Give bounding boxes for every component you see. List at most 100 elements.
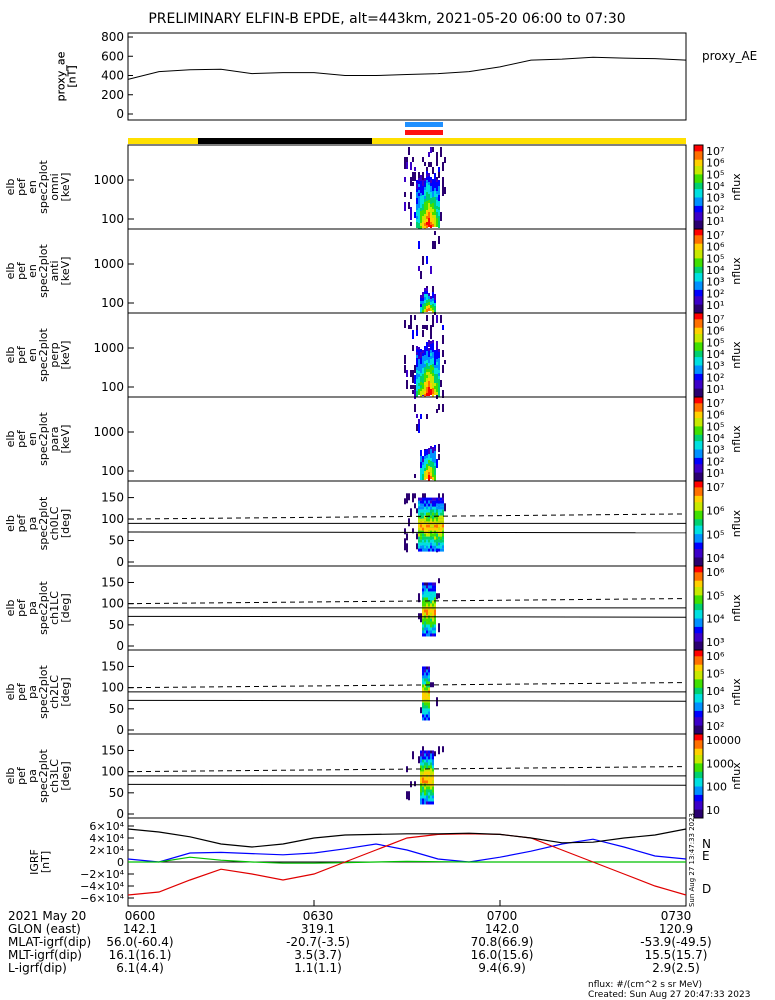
spectrogram-cell [436, 152, 438, 158]
spectrogram-cell [432, 388, 434, 391]
spectrogram-cell [422, 542, 424, 546]
colorbar-cell [694, 801, 703, 804]
spectrogram-cell [438, 219, 440, 222]
spectrogram-cell [432, 762, 434, 766]
colorbar-cell [694, 506, 703, 510]
y-tick-label: 100 [101, 212, 124, 226]
spectrogram-cell [432, 456, 434, 459]
spectrogram-cell [434, 356, 436, 359]
y-axis-label: spec2plot [37, 244, 50, 298]
spectrogram-cell [430, 765, 432, 769]
y-tick-label: 50 [109, 618, 124, 632]
spectrogram-cell [438, 222, 440, 225]
spectrogram-cell [410, 177, 412, 186]
spectrogram-cell [436, 362, 438, 365]
spectrogram-cell [410, 222, 412, 226]
spectrogram-cell [422, 666, 424, 670]
series-legend: D [702, 882, 711, 896]
colorbar-cell [694, 624, 703, 628]
spectrogram-cell [438, 509, 440, 513]
y-tick-label: 150 [101, 575, 124, 589]
spectrogram-cell [420, 175, 422, 178]
spectrogram-cell [436, 179, 438, 182]
colorbar-cell [694, 616, 703, 619]
spectrogram-cell [438, 545, 440, 549]
spectrogram-cell [424, 211, 426, 214]
spectrogram-cell [442, 512, 444, 516]
spectrogram-cell [442, 527, 444, 531]
spectrogram-cell [432, 588, 434, 592]
spectrogram-cell [436, 188, 438, 191]
spectrogram-cell [432, 542, 434, 546]
spectrogram-cell [418, 593, 420, 603]
colorbar-cell [694, 549, 703, 552]
colorbar-cell [694, 468, 703, 471]
spectrogram-cell [422, 471, 424, 474]
spectrogram-cell [408, 493, 410, 501]
colorbar-cell [694, 172, 703, 175]
colorbar-cell [694, 811, 703, 815]
spectrogram-cell [422, 362, 424, 365]
spectrogram-cell [436, 209, 438, 212]
spectrogram-cell [426, 509, 428, 513]
colorbar-cell [694, 279, 703, 282]
status-bars [128, 122, 686, 144]
colorbar-cell [694, 591, 703, 594]
spectrogram-cell [416, 192, 418, 195]
colorbar-cell [694, 574, 703, 577]
y-axis-label: spec2plot [37, 749, 50, 803]
colorbar-tick-label: 10⁵ [706, 168, 724, 181]
y-axis-label: [deg] [59, 761, 72, 790]
y-tick-label: 100 [101, 380, 124, 394]
spectrogram-cell [438, 207, 440, 210]
spectrogram-cell [420, 304, 422, 307]
spectrogram-cell [424, 548, 426, 552]
spectrogram-cell [420, 453, 422, 456]
colorbar-cell [694, 757, 703, 760]
spectrogram-cell [426, 627, 428, 631]
spectrogram-cell [428, 348, 430, 351]
spectrogram-cell [404, 543, 406, 551]
spectrogram-cell [420, 759, 422, 763]
spectrogram-cell [424, 297, 426, 300]
spectrogram-cell [422, 585, 424, 589]
spectrogram-cell [436, 524, 438, 528]
spectrogram-cell [422, 786, 424, 790]
spectrogram-cell [434, 618, 436, 622]
spectrogram-cell [428, 717, 430, 721]
spectrogram-cell [442, 524, 444, 528]
spectrogram-cell [428, 798, 430, 802]
colorbar-cell [694, 566, 703, 569]
spectrogram-cell [436, 389, 438, 392]
colorbar-cell [694, 491, 703, 495]
colorbar-cell [694, 736, 703, 739]
spectrogram-cell [432, 209, 434, 212]
spectrogram-cell [418, 178, 420, 181]
spectrogram-cell [420, 509, 422, 513]
spectrogram-cell [422, 759, 424, 763]
spectrogram-cell [424, 370, 426, 373]
colorbar-tick-label: 10² [706, 371, 724, 384]
spectrogram-cell [430, 470, 432, 473]
spectrogram-cell [422, 717, 424, 721]
spectrogram-cell [432, 600, 434, 604]
created-footnote: Created: Sun Aug 27 20:47:33 2023 [588, 990, 750, 1000]
spectrogram-cell [428, 675, 430, 679]
spectrogram-cell [422, 765, 424, 769]
spectrogram-cell [430, 527, 432, 531]
spectrogram-cell [438, 370, 440, 373]
colorbar-cell [694, 610, 703, 613]
spectrogram-cell [434, 536, 436, 540]
spectrogram-cell [444, 360, 446, 364]
spectrogram-cell [424, 500, 426, 504]
colorbar-cell [694, 346, 703, 350]
spectrogram-cell [430, 192, 432, 195]
spectrogram-cell [438, 189, 440, 192]
colorbar-cell [694, 159, 703, 163]
spectrogram-cell [420, 202, 422, 205]
y-tick-label: 150 [101, 659, 124, 673]
spectrogram-cell [422, 304, 424, 307]
spectrogram-cell [432, 792, 434, 796]
y-axis-label: [nT] [39, 851, 52, 873]
spectrogram-cell [420, 187, 422, 190]
